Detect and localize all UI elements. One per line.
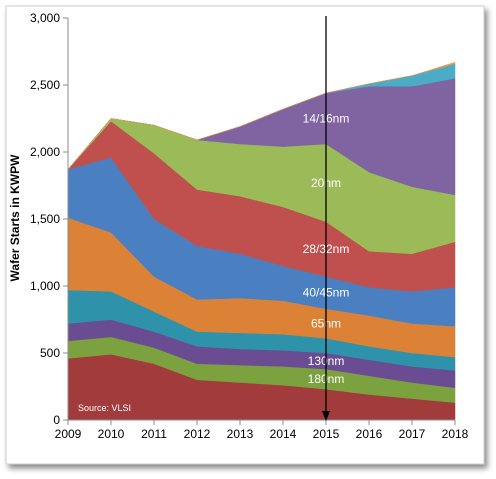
- y-tick-label: 1,500: [30, 212, 60, 226]
- y-tick-labels: 0 500 1,000 1,500 2,000 2,500 3,000: [30, 11, 60, 427]
- x-tick-label: 2017: [399, 427, 426, 441]
- y-tick-label: 1,000: [30, 279, 60, 293]
- y-tick-label: 500: [40, 346, 60, 360]
- x-tick-label: 2012: [184, 427, 211, 441]
- x-tick-label: 2018: [442, 427, 469, 441]
- x-tick-label: 2014: [270, 427, 297, 441]
- x-tick-labels: 2009 2010 2011 2012 2013 2014 2015 2016 2017 2018: [55, 427, 469, 441]
- year-marker-arrow: [322, 16, 330, 421]
- axes: [63, 17, 456, 425]
- x-tick-label: 2016: [356, 427, 383, 441]
- marker-arrowhead: [322, 411, 330, 421]
- y-axis-label: Wafer Starts in KWPW: [8, 154, 22, 282]
- area-band-10: [67, 61, 456, 170]
- y-tick-label: 0: [53, 413, 60, 427]
- x-tick-label: 2013: [227, 427, 254, 441]
- x-tick-label: 2009: [55, 427, 82, 441]
- y-tick-label: 3,000: [30, 11, 60, 25]
- x-tick-label: 2015: [313, 427, 340, 441]
- source-note: Source: VLSI: [78, 403, 131, 413]
- x-tick-label: 2010: [98, 427, 125, 441]
- y-tick-label: 2,000: [30, 145, 60, 159]
- x-tick-label: 2011: [141, 427, 167, 441]
- series-areas: [67, 61, 456, 421]
- y-tick-label: 2,500: [30, 78, 60, 92]
